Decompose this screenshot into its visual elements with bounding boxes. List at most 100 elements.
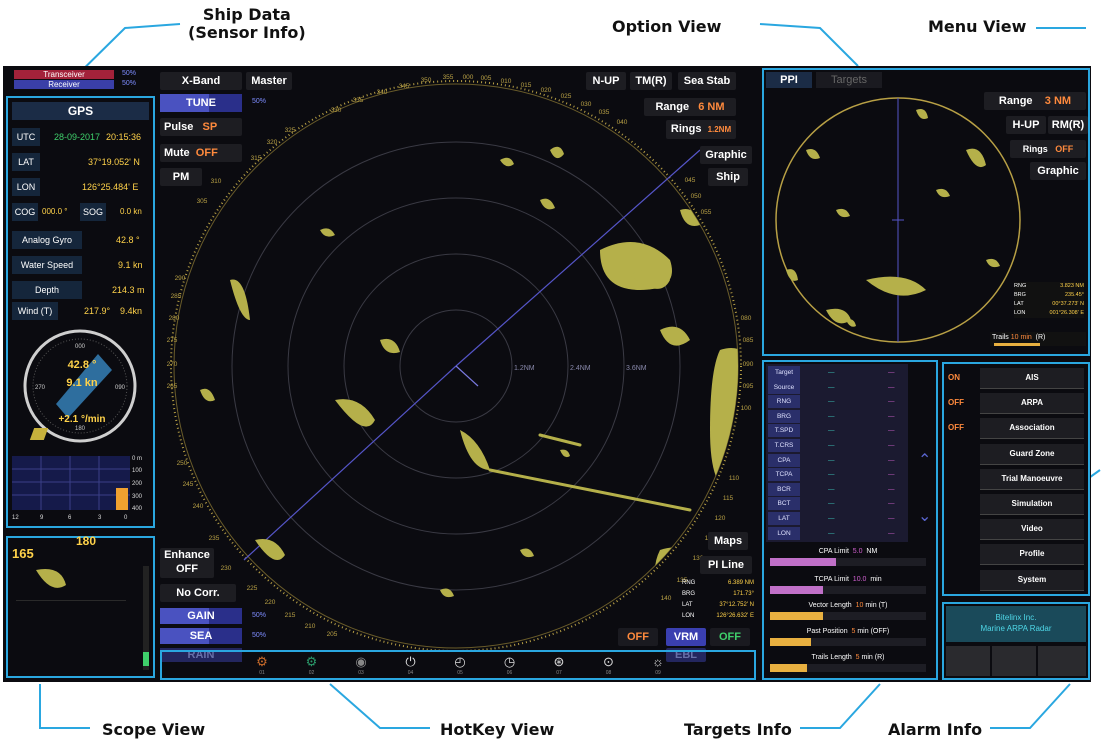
menu-item-ais[interactable]: AIS: [980, 368, 1084, 389]
sub-range-button[interactable]: Range 3 NM: [984, 92, 1086, 110]
menu-item-arpa[interactable]: ARPA: [980, 393, 1084, 415]
gps-title[interactable]: GPS: [12, 102, 149, 120]
pi-line-button[interactable]: PI Line: [700, 556, 752, 574]
tcpa-limit-row[interactable]: TCPA Limit 10.0 min: [770, 576, 926, 594]
mute-button[interactable]: Mute OFF: [160, 144, 242, 162]
hotkey-1-icon[interactable]: ⚙ 01: [256, 654, 268, 676]
main-ppi[interactable]: 1.2NM 2.4NM 3.6NM 345 350 355 000 005 01…: [160, 70, 760, 670]
rings-button[interactable]: Rings 1.2NM: [666, 120, 736, 139]
bearing-label: 120: [715, 515, 726, 522]
pulse-button[interactable]: Pulse SP: [160, 118, 242, 136]
head-up-button[interactable]: H-UP: [1006, 116, 1046, 134]
alarm-slot-2[interactable]: [992, 646, 1036, 676]
xband-button[interactable]: X-Band: [160, 72, 242, 90]
menu-item-simulation[interactable]: Simulation: [980, 494, 1084, 515]
hotkey-view-panel: [160, 650, 756, 680]
hotkey-4-icon[interactable]: ⏻ 04: [405, 654, 416, 676]
gain-slider[interactable]: GAIN: [160, 608, 242, 624]
tune-pct: 50%: [252, 98, 267, 105]
vrm-button[interactable]: VRM: [666, 628, 706, 646]
svg-text:180: 180: [75, 426, 86, 432]
scroll-down-icon[interactable]: ⌄: [918, 508, 932, 525]
bearing-label: 045: [685, 177, 696, 184]
hotkey-6-icon[interactable]: ◷ 06: [503, 654, 516, 676]
menu-item-trial-manoeuvre[interactable]: Trial Manoeuvre: [980, 468, 1084, 490]
cursor-readout: RNG 6.389 NM BRG 171.73° LAT 37°12.752' …: [682, 580, 754, 619]
sea-slider[interactable]: SEA: [160, 628, 242, 644]
target-row-label: BCR: [768, 482, 800, 496]
scope-scrollbar[interactable]: [143, 566, 149, 670]
sub-ppi-display[interactable]: [766, 90, 1036, 354]
hotkey-9-icon[interactable]: ☼ 09: [652, 654, 664, 676]
target-value-1: —: [828, 456, 835, 464]
range-button[interactable]: Range 6 NM: [644, 98, 736, 116]
scroll-up-icon[interactable]: ⌃: [918, 452, 932, 469]
target-value-1: —: [828, 500, 835, 508]
target-row-label: LAT: [768, 512, 800, 525]
svg-text:6: 6: [68, 515, 72, 521]
wind-direction: 217.9°: [84, 306, 111, 316]
pm-button[interactable]: PM: [160, 168, 202, 186]
rm-r-button[interactable]: RM(R): [1048, 116, 1088, 134]
target-value-1: —: [828, 485, 835, 493]
svg-text:12: 12: [12, 515, 19, 521]
hotkey-5-icon[interactable]: ◴ 05: [454, 654, 466, 676]
tab-ppi[interactable]: PPI: [766, 72, 812, 88]
past-position-row[interactable]: Past Position 5 min (OFF): [770, 628, 926, 646]
menu-item-video[interactable]: Video: [980, 519, 1084, 541]
bearing-label: 350: [421, 77, 432, 84]
lon-label: LON: [12, 178, 40, 196]
target-row-label: CPA: [768, 453, 800, 467]
alarm-slot-3[interactable]: [1038, 646, 1086, 676]
hotkey-7-icon[interactable]: ⊛ 07: [553, 654, 565, 676]
tm-r-button[interactable]: TM(R): [630, 72, 672, 90]
sub-trails[interactable]: Trails 10 min (R): [990, 332, 1086, 346]
receiver-bar: Receiver: [14, 80, 114, 89]
menu-item-profile[interactable]: Profile: [980, 544, 1084, 566]
north-up-button[interactable]: N-UP: [586, 72, 626, 90]
graphic-button[interactable]: Graphic: [700, 146, 752, 164]
ring-label-3: 3.6NM: [626, 365, 647, 372]
bearing-label: 330: [331, 107, 342, 114]
bearing-label: 325: [285, 127, 296, 134]
bearing-label: 000: [463, 74, 474, 81]
bearing-label: 115: [723, 495, 734, 502]
alarm-slot-1[interactable]: [946, 646, 990, 676]
enhance-button[interactable]: Enhance OFF: [160, 548, 214, 578]
hotkey-3-icon[interactable]: ◉ 03: [355, 654, 367, 676]
vector-length-row[interactable]: Vector Length 10 min (T): [770, 602, 926, 620]
bearing-label: 225: [247, 585, 258, 592]
menu-item-system[interactable]: System: [980, 569, 1084, 591]
bearing-label: 130: [693, 555, 704, 562]
target-value-2: —: [888, 398, 895, 406]
target-value-1: —: [828, 515, 835, 522]
hotkey-8-icon[interactable]: ⊙ 08: [603, 654, 614, 676]
no-correction-button[interactable]: No Corr.: [160, 584, 236, 602]
bearing-label: 140: [661, 595, 672, 602]
scope-scroll-thumb[interactable]: [143, 652, 149, 666]
utc-label: UTC: [12, 128, 40, 146]
target-value-2: —: [888, 369, 895, 376]
cpa-limit-row[interactable]: CPA Limit 5.0 NM: [770, 548, 926, 566]
sub-graphic-button[interactable]: Graphic: [1030, 162, 1086, 180]
sea-stab-button[interactable]: Sea Stab: [678, 72, 736, 90]
targets-info-panel: [762, 360, 938, 680]
vrm-off-right[interactable]: OFF: [710, 628, 750, 646]
alarm-info-panel: [942, 602, 1090, 680]
target-row-label: T.SPD: [768, 424, 800, 438]
menu-item-guard-zone[interactable]: Guard Zone: [980, 443, 1084, 465]
bearing-label: 305: [197, 198, 208, 205]
trails-length-row[interactable]: Trails Length 5 min (R): [770, 654, 926, 672]
ship-button[interactable]: Ship: [708, 168, 748, 186]
bearing-label: 315: [251, 155, 262, 162]
hotkey-2-icon[interactable]: ⚙ 02: [305, 654, 318, 676]
tune-slider[interactable]: TUNE: [160, 94, 242, 112]
sub-rings-button[interactable]: Rings OFF: [1010, 140, 1086, 158]
maps-button[interactable]: Maps: [708, 532, 748, 550]
menu-item-association[interactable]: Association: [980, 418, 1084, 440]
vrm-off-left[interactable]: OFF: [618, 628, 658, 646]
master-button[interactable]: Master: [246, 72, 292, 90]
target-row: RNG — —: [768, 395, 906, 409]
target-row: LON — —: [768, 526, 906, 540]
tab-targets[interactable]: Targets: [816, 72, 882, 88]
